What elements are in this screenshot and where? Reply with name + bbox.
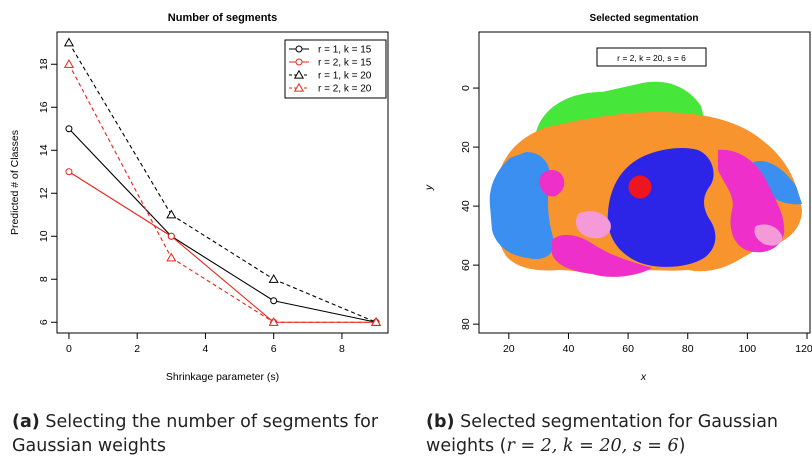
segment-lightblue-2 (752, 161, 802, 205)
legend-label-1: r = 1, k = 15 (318, 45, 372, 56)
series-4-point-1 (63, 59, 75, 68)
legend-label-2: r = 2, k = 15 (318, 58, 372, 69)
series-3-segment (68, 42, 172, 216)
segment-magenta-bottom (552, 234, 652, 277)
y-tick-label-6: 6 (38, 319, 50, 325)
x-tick-label-b-100: 100 (739, 343, 757, 355)
caption-a-tag: (a) (12, 412, 40, 432)
heatmap-selected-segmentation: Selected segmentation 20 40 60 80 100 120 0 20 40… (423, 13, 812, 383)
caption-a-text: Selecting the number of segments for Gau… (12, 412, 379, 456)
series-1-point-3 (270, 297, 278, 305)
x-tick-label-2: 2 (134, 343, 140, 355)
legend-marker-1 (295, 45, 303, 53)
panel-number-of-segments: Number of segments 0 2 4 6 8 6 8 10 12 14 16 18 Shrin… (9, 12, 389, 383)
x-tick-label-b-80: 80 (682, 343, 694, 355)
y-tick-label-b-80: 80 (460, 318, 472, 330)
y-tick-label-16: 16 (38, 101, 50, 113)
chart-b-xlabel: x (640, 371, 647, 383)
legend-marker-4 (293, 82, 305, 92)
series-4-segment (68, 63, 172, 259)
y-tick-label-12: 12 (38, 187, 50, 199)
chart-b-ylabel: y (423, 184, 435, 191)
y-tick-label-b-20: 20 (460, 141, 472, 153)
caption-b-tag: (b) (426, 412, 455, 432)
series-1-segment (171, 235, 274, 302)
series-3-point-3 (268, 274, 279, 283)
legend-label-4: r = 2, k = 20 (318, 84, 372, 95)
series-2-point-1 (65, 168, 73, 176)
series-2 (65, 168, 380, 326)
legend-label-3: r = 1, k = 20 (318, 71, 372, 82)
series-1-point-1 (65, 125, 73, 133)
series-1-segment (273, 300, 377, 323)
y-tick-label-18: 18 (38, 58, 50, 70)
y-tick-label-14: 14 (38, 144, 50, 156)
x-tick-label-b-40: 40 (563, 343, 575, 355)
segment-red (628, 175, 652, 199)
y-tick-label-b-40: 40 (460, 200, 472, 212)
y-tick-label-b-0: 0 (460, 85, 472, 91)
panel-selected-segmentation: Selected segmentation 20 40 60 80 100 120 0 20 40… (406, 0, 812, 467)
chart-a-ylabel: Predicted # of Classes (9, 130, 21, 235)
series-3-segment (273, 278, 377, 323)
series-2-point-2 (167, 232, 175, 240)
series-1 (65, 125, 380, 326)
segment-pink-2 (754, 224, 783, 246)
legend-marker-3 (293, 69, 305, 79)
x-tick-label-b-20: 20 (503, 343, 515, 355)
caption-a: (a) Selecting the number of segments for… (12, 410, 402, 458)
caption-b-text-line2: weights ( (426, 436, 507, 456)
x-tick-label-b-60: 60 (622, 343, 634, 355)
y-tick-label-8: 8 (38, 276, 50, 282)
x-tick-label-0: 0 (66, 343, 72, 355)
segmentation-image (489, 81, 802, 277)
series-2-segment (68, 171, 172, 237)
x-tick-label-b-120: 120 (795, 343, 812, 355)
x-tick-label-4: 4 (203, 343, 209, 355)
series-4-point-3 (268, 317, 279, 326)
series-4-point-2 (166, 252, 177, 262)
series-4-segment (171, 257, 274, 323)
chart-b-legend (596, 47, 707, 67)
legend-marker-2 (295, 58, 303, 66)
series-1-segment (68, 128, 172, 237)
chart-b-legend-label: r = 2, k = 20, s = 6 (617, 53, 686, 63)
caption-b-text-after: ) (678, 436, 686, 456)
y-tick-label-b-60: 60 (460, 259, 472, 271)
series-3-point-2 (166, 209, 177, 219)
y-tick-label-10: 10 (38, 230, 50, 242)
segment-magenta-left (539, 169, 565, 197)
segment-lightblue (489, 152, 555, 260)
caption-b: (b) Selected segmentation for Gaussian w… (426, 410, 812, 458)
series-4 (63, 59, 382, 326)
caption-b-math: r = 2, k = 20, s = 6 (506, 436, 679, 456)
series-3-segment (171, 214, 274, 280)
x-tick-label-8: 8 (339, 343, 345, 355)
x-tick-label-6: 6 (271, 343, 277, 355)
series-4-point-4 (370, 317, 382, 326)
series-2-segment (170, 235, 275, 323)
line-chart-number-of-segments: Number of segments 0 2 4 6 8 6 8 10 12 14 16 18 Shrin… (9, 12, 389, 383)
chart-a-title: Number of segments (168, 12, 277, 24)
chart-a-xlabel: Shrinkage parameter (s) (166, 371, 279, 383)
chart-b-title: Selected segmentation (590, 13, 699, 24)
segment-pink (575, 211, 611, 239)
caption-b-text: Selected segmentation for Gaussian (460, 412, 779, 432)
series-3-point-1 (63, 37, 75, 47)
